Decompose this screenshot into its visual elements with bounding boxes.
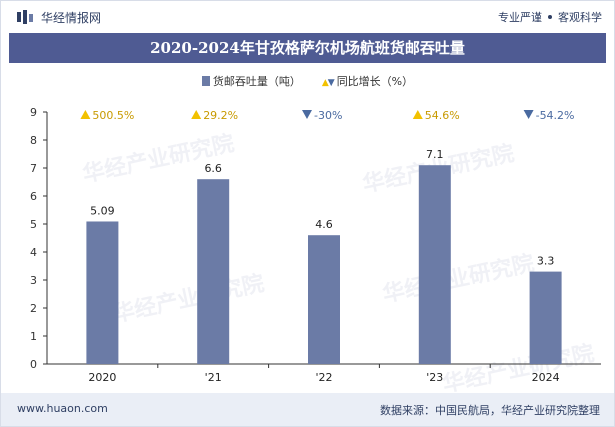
y-tick-label: 8 — [30, 134, 37, 147]
y-tick-label: 3 — [30, 274, 37, 287]
bar — [197, 179, 230, 364]
slogan-dot-icon — [548, 15, 552, 19]
x-tick-label: '21 — [205, 371, 222, 384]
legend-up-triangle-icon: ▲ — [321, 78, 329, 88]
y-tick-label: 0 — [30, 358, 37, 371]
footer-source: 数据来源：中国民航局，华经产业研究院整理 — [380, 404, 600, 417]
x-tick-label: 2020 — [88, 371, 116, 384]
legend-bar-label: 货邮吞吐量（吨） — [212, 75, 301, 88]
y-tick-label: 1 — [30, 330, 37, 343]
chart-title: 2020-2024年甘孜格萨尔机场航班货邮吞吐量 — [9, 33, 606, 63]
growth-label: 29.2% — [203, 109, 238, 122]
top-bar: 华经情报网 专业严谨 客观科学 — [1, 1, 614, 31]
bar-value-label: 3.3 — [537, 255, 555, 268]
bar-value-label: 4.6 — [315, 218, 333, 231]
y-tick-label: 6 — [30, 190, 37, 203]
brand: 华经情报网 — [17, 9, 101, 25]
y-tick-label: 7 — [30, 162, 37, 175]
x-tick-label: 2024 — [532, 371, 560, 384]
growth-down-triangle-icon — [302, 110, 312, 119]
bar — [529, 271, 562, 364]
footer-site: www.huaon.com — [17, 402, 108, 415]
growth-up-triangle-icon — [191, 110, 202, 119]
growth-down-triangle-icon — [523, 110, 534, 119]
legend-growth-label: 同比增长（%） — [336, 75, 414, 88]
legend: 货邮吞吐量（吨） ▲▼ 同比增长（%） — [1, 73, 614, 89]
bar-value-label: 5.09 — [90, 204, 115, 217]
growth-label: 500.5% — [92, 109, 134, 122]
bar-value-label: 6.6 — [204, 162, 222, 175]
bar — [418, 165, 451, 364]
bar-value-label: 7.1 — [426, 148, 444, 161]
growth-up-triangle-icon — [412, 110, 423, 119]
legend-bar-swatch — [201, 76, 210, 86]
x-tick-label: '22 — [315, 371, 332, 384]
y-tick-label: 9 — [30, 106, 37, 119]
footer: www.huaon.com 数据来源：中国民航局，华经产业研究院整理 — [1, 393, 614, 426]
growth-label: 54.6% — [425, 109, 460, 122]
y-tick-label: 4 — [30, 246, 37, 259]
bar — [308, 235, 340, 364]
legend-down-triangle-icon: ▼ — [327, 78, 335, 88]
y-tick-label: 2 — [30, 302, 37, 315]
growth-label: -54.2% — [536, 109, 575, 122]
bar-chart: 0 1 2 3 4 5 6 7 8 9 5.09 2020 500.5% 6.6 '21 29.2% 4.6 '2… — [30, 106, 601, 384]
brand-name: 华经情报网 — [41, 10, 102, 25]
x-tick-label: '23 — [426, 371, 443, 384]
brand-logo-icon — [17, 10, 33, 24]
y-tick-label: 5 — [30, 218, 37, 231]
growth-up-triangle-icon — [80, 110, 91, 119]
slogan-left: 专业严谨 — [498, 11, 542, 24]
growth-label: -30% — [314, 109, 342, 122]
slogan: 专业严谨 客观科学 — [498, 9, 602, 25]
bar — [86, 221, 119, 364]
slogan-right: 客观科学 — [558, 11, 602, 24]
